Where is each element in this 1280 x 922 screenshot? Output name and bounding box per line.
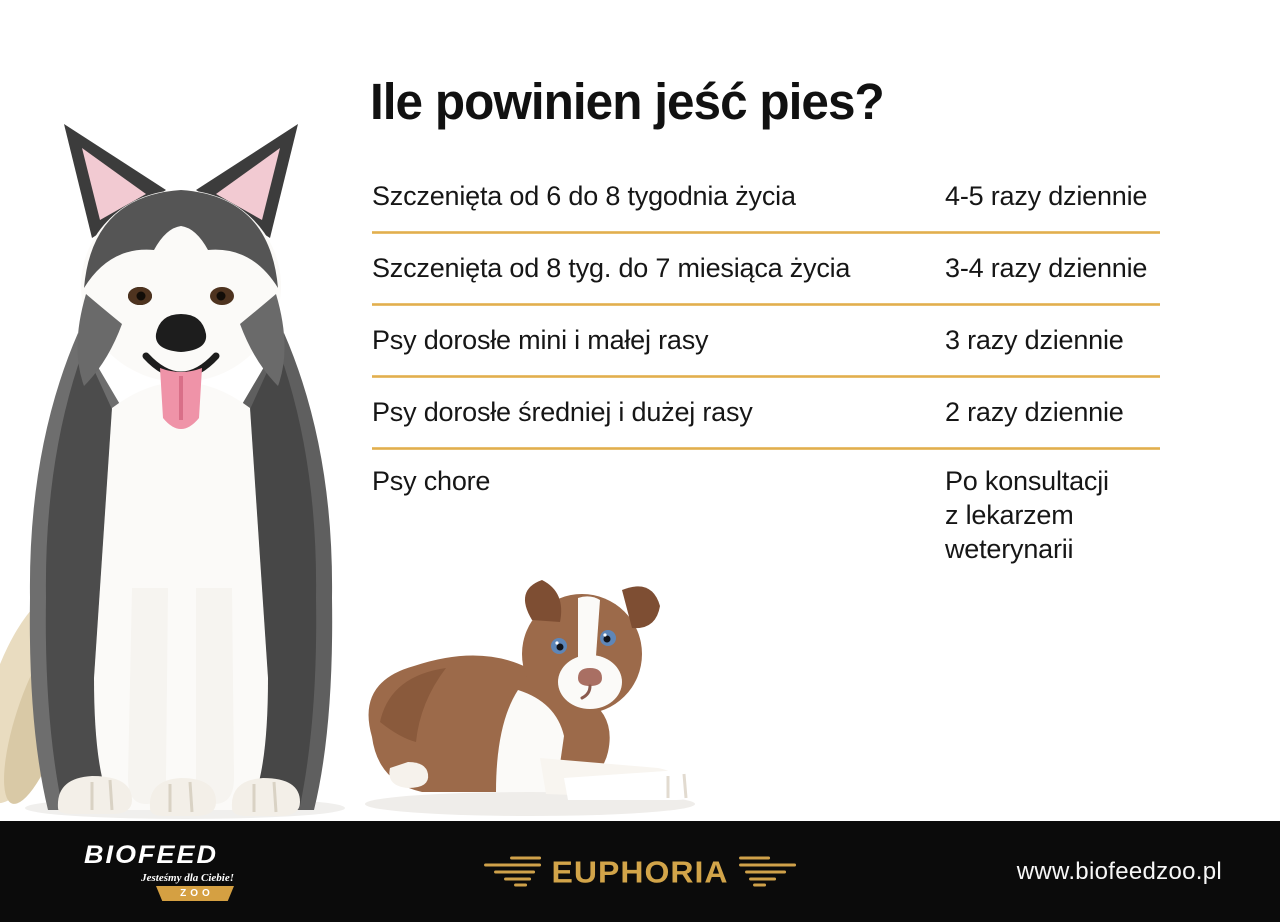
row-frequency: Po konsultacji z lekarzem weterynarii — [945, 466, 1109, 564]
table-row: Psy chore Po konsultacji z lekarzem wete… — [372, 464, 1160, 566]
website-url[interactable]: www.biofeedzoo.pl — [1016, 857, 1222, 885]
feeding-table: Szczenięta od 6 do 8 tygodnia życia 4-5 … — [372, 176, 1160, 566]
gold-divider — [372, 231, 1160, 234]
euphoria-wordmark: EUPHORIA — [551, 854, 729, 889]
row-condition: Szczenięta od 6 do 8 tygodnia życia — [372, 180, 796, 211]
footer-bar: BIOFEED Jesteśmy dla Ciebie! ZOO EUPHORI… — [0, 821, 1280, 922]
table-row: Psy dorosłe średniej i dużej rasy 2 razy… — [372, 392, 1160, 432]
euphoria-wing-right-icon — [738, 856, 796, 886]
biofeed-wordmark: BIOFEED — [84, 841, 219, 869]
table-row: Szczenięta od 6 do 8 tygodnia życia 4-5 … — [372, 176, 1160, 216]
row-condition: Psy dorosłe średniej i dużej rasy — [372, 396, 753, 427]
row-condition: Szczenięta od 8 tyg. do 7 miesiąca życia — [372, 252, 851, 283]
biofeed-tagline: Jesteśmy dla Ciebie! — [141, 872, 234, 884]
page-title: Ile powinien jeść pies? — [370, 73, 885, 131]
biofeed-zoo-badge: ZOO — [156, 886, 234, 901]
biofeed-zoo-label: ZOO — [180, 888, 214, 899]
gold-divider — [372, 375, 1160, 378]
euphoria-logo: EUPHORIA — [482, 854, 799, 890]
row-frequency: 3-4 razy dziennie — [945, 253, 1148, 283]
biofeed-logo: BIOFEED Jesteśmy dla Ciebie! ZOO — [84, 843, 234, 901]
puppy-dog-image — [365, 580, 701, 816]
euphoria-wing-left-icon — [484, 856, 542, 886]
row-condition: Psy chore — [372, 466, 491, 496]
row-frequency: 4-5 razy dziennie — [945, 181, 1148, 211]
husky-dog-image — [0, 124, 345, 819]
gold-divider — [372, 447, 1160, 450]
table-row: Szczenięta od 8 tyg. do 7 miesiąca życia… — [372, 248, 1160, 288]
row-frequency: 3 razy dziennie — [945, 325, 1124, 355]
gold-divider — [372, 303, 1160, 306]
row-condition: Psy dorosłe mini i małej rasy — [372, 324, 709, 355]
table-row: Psy dorosłe mini i małej rasy 3 razy dzi… — [372, 320, 1160, 360]
row-frequency: 2 razy dziennie — [945, 397, 1124, 427]
